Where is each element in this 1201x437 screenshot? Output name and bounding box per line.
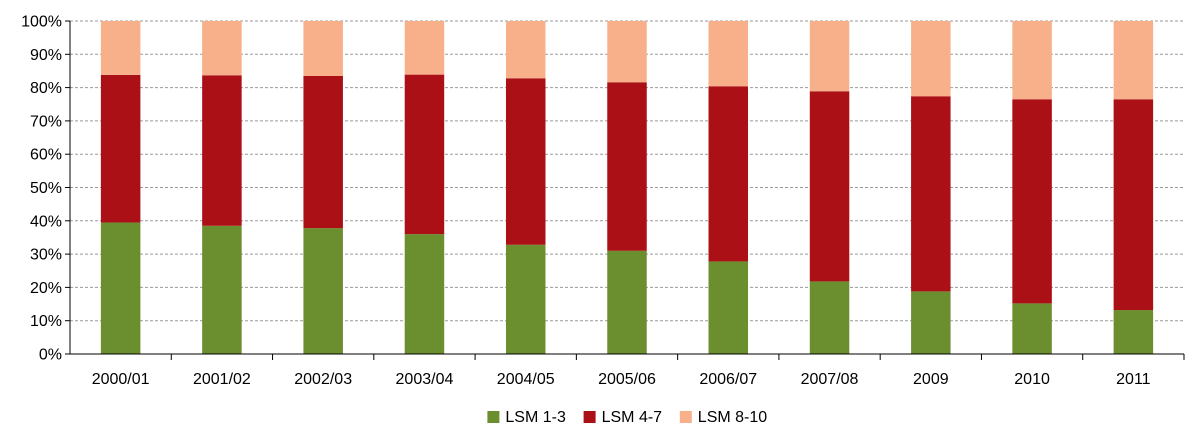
legend-item-lsm-1-3: LSM 1-3 bbox=[487, 409, 566, 426]
legend-swatch bbox=[583, 411, 596, 423]
x-tick-label: 2004/05 bbox=[497, 371, 555, 388]
y-tick-label: 30% bbox=[30, 247, 62, 264]
bar-segment-lsm-4-7-2000-01 bbox=[100, 74, 141, 223]
bar-segment-lsm-8-10-2000-01 bbox=[100, 21, 141, 75]
bar-segment-lsm-8-10-2004-05 bbox=[505, 21, 546, 79]
bar-segment-lsm-1-3-2003-04 bbox=[404, 234, 445, 354]
legend-label: LSM 4-7 bbox=[602, 409, 663, 426]
bar-segment-lsm-1-3-2009 bbox=[911, 291, 951, 354]
x-tick-label: 2005/06 bbox=[598, 371, 656, 388]
y-tick-label: 50% bbox=[30, 180, 62, 197]
bar-segment-lsm-1-3-2001-02 bbox=[202, 225, 242, 354]
legend-item-lsm-8-10: LSM 8-10 bbox=[679, 409, 767, 426]
bar-segment-lsm-4-7-2002-03 bbox=[303, 75, 343, 229]
bars bbox=[100, 21, 1154, 354]
y-tick-label: 60% bbox=[30, 147, 62, 164]
legend: LSM 1-3 LSM 4-7 LSM 8-10 bbox=[487, 409, 767, 426]
bar-segment-lsm-8-10-2005-06 bbox=[607, 21, 647, 83]
bar-segment-lsm-4-7-2004-05 bbox=[505, 78, 546, 245]
y-tick-label: 40% bbox=[30, 213, 62, 230]
bar-segment-lsm-8-10-2002-03 bbox=[303, 21, 343, 76]
x-tick-label: 2011 bbox=[1116, 371, 1151, 388]
bar-segment-lsm-1-3-2002-03 bbox=[303, 228, 343, 354]
y-tick-label: 20% bbox=[30, 280, 62, 297]
legend-item-lsm-4-7: LSM 4-7 bbox=[583, 409, 663, 426]
bar-segment-lsm-1-3-2005-06 bbox=[607, 250, 647, 354]
y-tick-label: 90% bbox=[30, 47, 62, 64]
y-tick-label: 70% bbox=[30, 113, 62, 130]
axes: 0% 10% 20% 30% 40% 50% 60% 70% 80% 90% 100% 2000/01… bbox=[21, 14, 1185, 388]
x-tick-label: 2000/01 bbox=[92, 371, 150, 388]
y-tick-label: 80% bbox=[30, 80, 62, 97]
legend-swatch bbox=[487, 411, 500, 423]
x-tick-label: 2003/04 bbox=[396, 371, 454, 388]
bar-segment-lsm-8-10-2007-08 bbox=[809, 21, 850, 92]
bar-segment-lsm-4-7-2007-08 bbox=[809, 91, 850, 282]
x-tick-label: 2007/08 bbox=[801, 371, 859, 388]
legend-label: LSM 8-10 bbox=[698, 409, 767, 426]
bar-segment-lsm-4-7-2005-06 bbox=[607, 82, 647, 251]
bar-segment-lsm-1-3-2004-05 bbox=[505, 244, 546, 354]
bar-segment-lsm-4-7-2003-04 bbox=[404, 74, 445, 235]
legend-label: LSM 1-3 bbox=[505, 409, 566, 426]
bar-segment-lsm-1-3-2000-01 bbox=[100, 222, 141, 354]
bar-segment-lsm-8-10-2003-04 bbox=[404, 21, 445, 75]
y-tick-label: 0% bbox=[39, 347, 62, 364]
bar-segment-lsm-1-3-2007-08 bbox=[809, 281, 850, 354]
y-tick-label: 10% bbox=[30, 313, 62, 330]
bar-segment-lsm-1-3-2010 bbox=[1012, 303, 1052, 354]
bar-segment-lsm-8-10-2011 bbox=[1113, 21, 1154, 100]
y-tick-label: 100% bbox=[21, 14, 62, 31]
legend-swatch bbox=[679, 411, 692, 423]
bar-segment-lsm-4-7-2006-07 bbox=[708, 86, 749, 262]
bar-segment-lsm-4-7-2010 bbox=[1012, 99, 1052, 304]
x-tick-label: 2001/02 bbox=[193, 371, 251, 388]
bar-segment-lsm-4-7-2001-02 bbox=[202, 75, 242, 226]
bar-segment-lsm-8-10-2010 bbox=[1012, 21, 1052, 100]
x-tick-label: 2009 bbox=[913, 371, 949, 388]
bar-segment-lsm-4-7-2011 bbox=[1113, 99, 1154, 311]
bar-segment-lsm-1-3-2011 bbox=[1113, 310, 1154, 354]
x-tick-label: 2010 bbox=[1014, 371, 1050, 388]
x-tick-label: 2006/07 bbox=[699, 371, 757, 388]
x-tick-label: 2002/03 bbox=[294, 371, 352, 388]
bar-segment-lsm-8-10-2009 bbox=[911, 21, 951, 97]
bar-segment-lsm-8-10-2001-02 bbox=[202, 21, 242, 76]
bar-segment-lsm-8-10-2006-07 bbox=[708, 21, 749, 87]
bar-segment-lsm-4-7-2009 bbox=[911, 96, 951, 292]
bar-segment-lsm-1-3-2006-07 bbox=[708, 261, 749, 354]
